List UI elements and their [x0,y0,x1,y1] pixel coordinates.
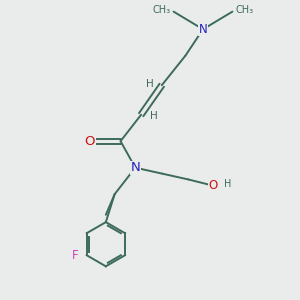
Text: F: F [72,249,79,262]
Text: H: H [224,179,232,189]
Text: N: N [130,161,140,174]
Text: N: N [199,23,207,36]
Text: H: H [146,79,153,89]
Text: H: H [150,111,158,121]
Text: O: O [84,135,95,148]
Text: O: O [209,179,218,192]
Text: CH₃: CH₃ [236,5,253,15]
Text: CH₃: CH₃ [152,5,171,15]
